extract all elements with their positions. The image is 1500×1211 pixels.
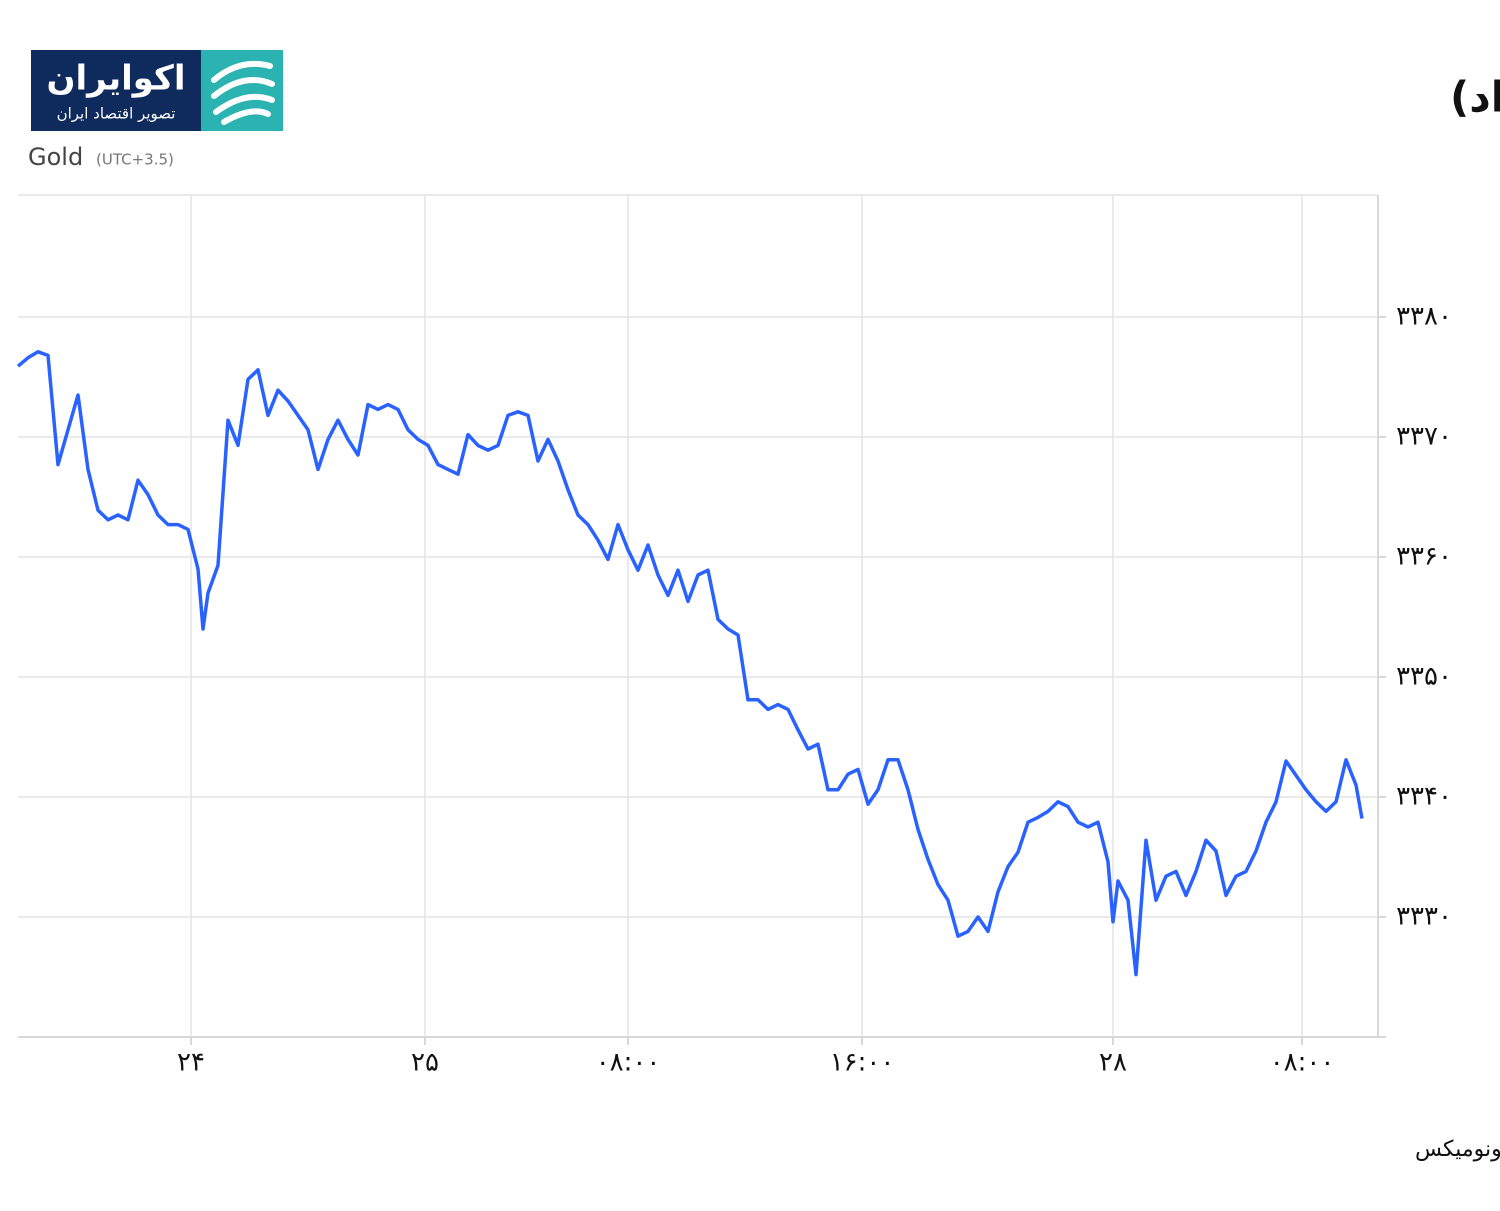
y-tick-label: ۳۳۸۰ [1396, 302, 1452, 332]
x-tick-label: ۱۶:۰۰ [830, 1048, 895, 1078]
y-tick-label: ۳۳۴۰ [1396, 782, 1452, 812]
x-tick-label: ۲۴ [177, 1048, 205, 1078]
price-line [16, 350, 1364, 977]
y-tick-label: ۳۳۷۰ [1396, 422, 1452, 452]
x-tick-label: ۲۵ [411, 1048, 439, 1078]
logo-icon [211, 60, 275, 125]
logo-icon-box [201, 50, 283, 131]
series-name: Gold [28, 143, 83, 171]
chart-title: روند طلای جهانی(۶ مرداد) [1450, 73, 1500, 123]
y-tick-label: ۳۳۵۰ [1396, 662, 1452, 692]
x-tick-label: ۲۸ [1099, 1048, 1127, 1078]
subtitle: (UTC+3.5) [96, 151, 174, 169]
y-tick-label: ۳۳۶۰ [1396, 542, 1452, 572]
x-tick-label: ۰۸:۰۰ [1270, 1048, 1335, 1078]
logo-box [31, 50, 201, 131]
logo-name: اکوایران [47, 59, 186, 99]
source: منبع: تریدینگ اکونومیکس [1415, 1136, 1500, 1162]
x-tick-label: ۰۸:۰۰ [596, 1048, 661, 1078]
logo-tagline: تصویر اقتصاد ایران [57, 105, 176, 123]
y-tick-label: ۳۳۳۰ [1396, 902, 1452, 932]
